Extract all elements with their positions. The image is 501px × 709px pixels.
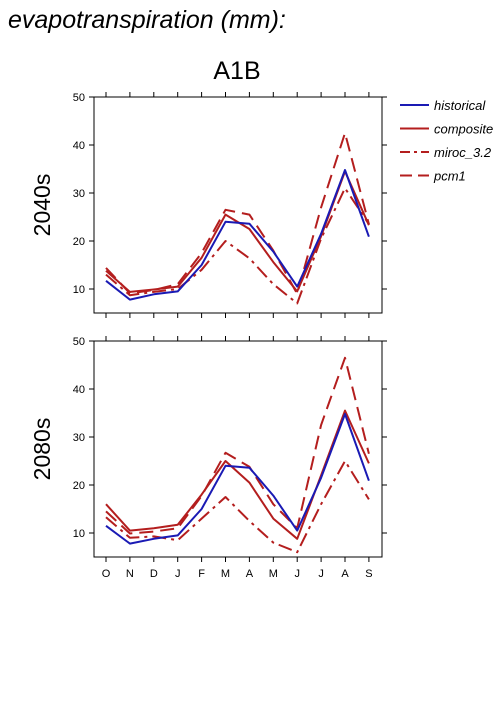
y-tick-label: 30 <box>73 432 85 444</box>
legend-label-miroc_3.2: miroc_3.2 <box>434 145 492 160</box>
scenario-title: A1B <box>213 57 261 85</box>
y-tick-label: 20 <box>73 236 85 248</box>
series-line-composite <box>105 409 370 540</box>
y-tick-label: 40 <box>73 384 85 396</box>
panel-frame-2080s <box>93 340 383 558</box>
y-tick-label: 30 <box>73 188 85 200</box>
series-line-historical <box>105 413 370 545</box>
x-tick-label: O <box>102 568 111 580</box>
x-tick-label: J <box>175 568 181 580</box>
x-tick-label: D <box>150 568 158 580</box>
x-tick-label: M <box>221 568 230 580</box>
series-line-miroc_3.2 <box>105 187 370 305</box>
x-tick-label: J <box>318 568 324 580</box>
legend-label-pcm1: pcm1 <box>433 169 466 184</box>
x-tick-label: M <box>269 568 278 580</box>
x-tick-label: J <box>294 568 300 580</box>
panel-ylabel-2040s: 2040s <box>29 174 55 237</box>
y-tick-label: 40 <box>73 140 85 152</box>
series-line-composite <box>105 170 370 293</box>
panel-ylabel-2080s: 2080s <box>29 418 55 481</box>
x-tick-label: N <box>126 568 134 580</box>
y-tick-label: 50 <box>73 92 85 104</box>
y-tick-label: 20 <box>73 480 85 492</box>
x-tick-label: F <box>198 568 205 580</box>
series-line-pcm1 <box>105 356 370 535</box>
y-tick-label: 50 <box>73 336 85 348</box>
legend-label-historical: historical <box>434 98 486 113</box>
x-tick-label: A <box>341 568 349 580</box>
legend-label-composite: composite <box>434 122 493 137</box>
figure-title: evapotranspiration (mm): <box>8 6 286 34</box>
x-tick-label: S <box>365 568 372 580</box>
series-line-miroc_3.2 <box>105 460 370 554</box>
x-tick-label: A <box>246 568 254 580</box>
y-tick-label: 10 <box>73 284 85 296</box>
panel-frame-2040s <box>93 96 383 314</box>
y-tick-label: 10 <box>73 528 85 540</box>
series-line-historical <box>105 169 370 301</box>
